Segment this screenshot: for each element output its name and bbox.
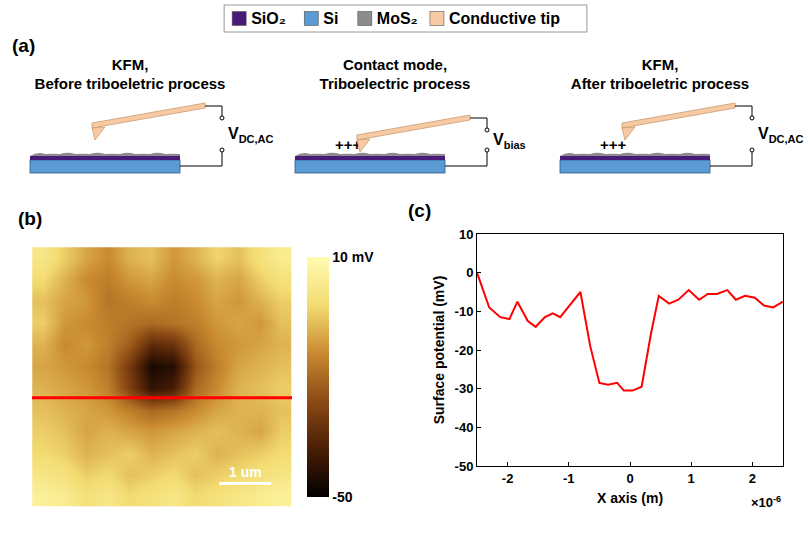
- svg-text:Triboelectric process: Triboelectric process: [320, 75, 471, 92]
- svg-text:Before triboeletric process: Before triboeletric process: [35, 75, 226, 92]
- svg-text:1: 1: [688, 471, 695, 486]
- svg-text:0: 0: [466, 265, 473, 280]
- svg-text:Si: Si: [323, 10, 338, 27]
- svg-text:-1: -1: [563, 471, 575, 486]
- svg-text:Conductive tip: Conductive tip: [449, 10, 560, 27]
- svg-text:VDC,AC: VDC,AC: [228, 125, 274, 145]
- svg-text:Surface potential (mV): Surface potential (mV): [431, 276, 447, 425]
- svg-text:-20: -20: [455, 343, 474, 358]
- svg-text:1 um: 1 um: [229, 464, 262, 480]
- svg-text:KFM,: KFM,: [112, 56, 149, 73]
- svg-text:0: 0: [626, 471, 633, 486]
- svg-text:Contact mode,: Contact mode,: [343, 56, 447, 73]
- svg-text:-10: -10: [455, 304, 474, 319]
- svg-text:-40: -40: [455, 420, 474, 435]
- svg-text:-50: -50: [455, 459, 474, 474]
- svg-text:2: 2: [749, 471, 756, 486]
- svg-text:-50: -50: [332, 489, 352, 505]
- svg-text:After triboeletric process: After triboeletric process: [571, 75, 749, 92]
- svg-text:Vbias: Vbias: [493, 131, 526, 151]
- svg-text:X axis (m): X axis (m): [597, 490, 663, 506]
- svg-text:10: 10: [459, 227, 473, 242]
- svg-text:KFM,: KFM,: [642, 56, 679, 73]
- svg-text:-2: -2: [502, 471, 514, 486]
- svg-text:+++: +++: [600, 136, 627, 153]
- svg-text:MoS₂: MoS₂: [377, 10, 418, 27]
- svg-text:(a): (a): [12, 35, 35, 56]
- svg-text:×10​-6​: ×10​-6​: [751, 494, 781, 510]
- html-text:(b): (b): [18, 208, 43, 229]
- html-text:(c): (c): [408, 200, 432, 221]
- svg-text:VDC,AC: VDC,AC: [758, 125, 804, 145]
- svg-text:SiO₂: SiO₂: [251, 10, 286, 27]
- svg-text:-30: -30: [455, 381, 474, 396]
- svg-text:10 mV: 10 mV: [332, 249, 374, 265]
